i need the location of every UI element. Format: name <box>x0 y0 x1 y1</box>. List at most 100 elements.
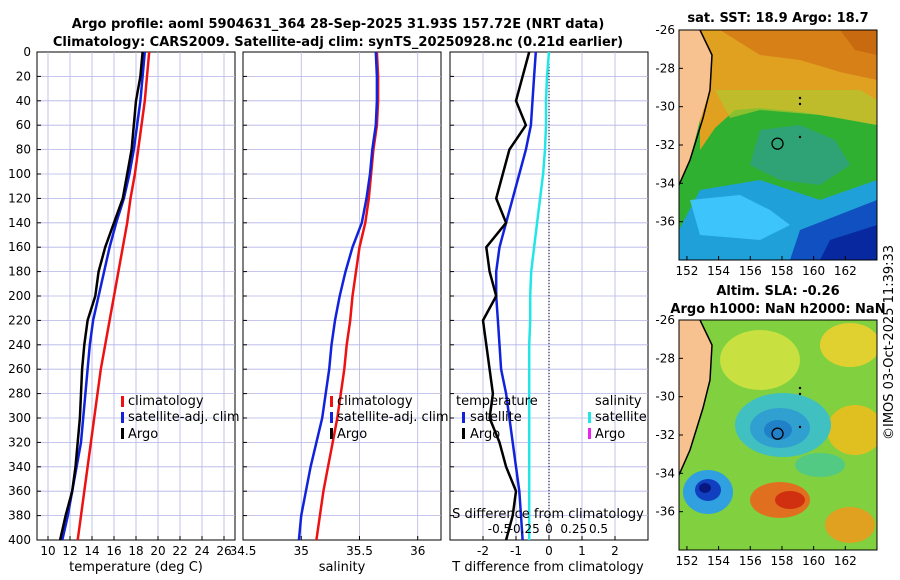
y-tick-label: 160 <box>8 240 31 254</box>
map-x-tick-label: 158 <box>771 554 794 568</box>
legend-satellite-swatch <box>121 412 124 423</box>
map-x-tick-label: 156 <box>739 554 762 568</box>
salinity-xlabel: salinity <box>319 560 366 575</box>
legend-s-satellite-swatch <box>588 412 591 423</box>
map-y-tick-label: -32 <box>655 428 675 442</box>
sla-map-ticks: 152 154 156 158 160 162 -26 -28 -30 -32 -34 -36 <box>655 313 856 568</box>
series-line-argo <box>58 52 144 540</box>
map-y-tick-label: -28 <box>655 351 675 365</box>
legend-temperature-header: temperature <box>456 394 538 409</box>
legend-s-satellite-label: satellite <box>595 410 647 425</box>
x-tick-label: 18 <box>128 544 143 558</box>
legend-t-argo-label: Argo <box>470 427 500 442</box>
x2-tick-label: 0.25 <box>560 522 587 536</box>
x-tick-label: 22 <box>172 544 187 558</box>
y-tick-label: 360 <box>8 484 31 498</box>
temperature-panel: 10 12 14 16 18 20 22 24 260204060801001201401601… <box>8 45 240 575</box>
x-tick-label: 36 <box>410 544 425 558</box>
map-x-tick-label: 152 <box>675 554 698 568</box>
x-tick-label: 26 <box>216 544 231 558</box>
y-tick-label: 80 <box>16 143 31 157</box>
x-tick-label: -1 <box>510 544 522 558</box>
sla-map-title1: Altim. SLA: -0.26 <box>716 284 839 299</box>
temperature-lines <box>58 52 151 540</box>
sla-map-image <box>679 320 877 550</box>
y-tick-label: 300 <box>8 411 31 425</box>
difference-lines <box>481 52 551 540</box>
salinity-panel: 34.5 35 35.5 36 salinity climatology satell… <box>230 51 449 575</box>
salinity-grid <box>243 52 441 540</box>
series-line-satellite-adj-clim <box>61 52 147 540</box>
map-x-tick-label: 158 <box>771 264 794 278</box>
y-tick-label: 120 <box>8 191 31 205</box>
y-tick-label: 280 <box>8 387 31 401</box>
salinity-legend: climatology satellite-adj. clim Argo <box>330 394 449 442</box>
legend-satellite-swatch <box>330 412 333 423</box>
legend-argo-label: Argo <box>337 427 367 442</box>
y-tick-label: 40 <box>16 94 31 108</box>
x-tick-label: 1 <box>578 544 586 558</box>
map-y-tick-label: -26 <box>655 313 675 327</box>
map-x-tick-label: 160 <box>802 264 825 278</box>
y-tick-label: 340 <box>8 460 31 474</box>
sla-map: Altim. SLA: -0.26 Argo h1000: NaN h2000:… <box>655 284 885 568</box>
sla-map-title2: Argo h1000: NaN h2000: NaN <box>670 302 885 317</box>
legend-t-argo-swatch <box>462 428 465 439</box>
temperature-grid <box>37 52 235 540</box>
x-tick-label: 2 <box>611 544 619 558</box>
x-tick-label: 0 <box>545 544 553 558</box>
temperature-legend: climatology satellite-adj. clim Argo <box>121 394 240 442</box>
y-tick-label: 100 <box>8 167 31 181</box>
series-line-salinity-satellite <box>527 52 551 540</box>
map-y-tick-label: -30 <box>655 100 675 114</box>
temperature-xlabel: temperature (deg C) <box>69 560 203 575</box>
salinity-lines <box>297 52 380 540</box>
y-tick-label: 200 <box>8 289 31 303</box>
legend-t-satellite-label: satellite <box>470 410 522 425</box>
map-y-tick-label: -26 <box>655 23 675 37</box>
map-x-tick-label: 154 <box>707 554 730 568</box>
x-tick-label: 24 <box>194 544 209 558</box>
x-tick-label: 12 <box>62 544 77 558</box>
legend-satellite-label: satellite-adj. clim <box>337 410 449 425</box>
difference-panel: -2 -1 0 1 2 -0.5-0.25 0 0.25 0.5 T difference fr… <box>449 51 649 575</box>
map-x-tick-label: 156 <box>739 264 762 278</box>
y-tick-label: 260 <box>8 362 31 376</box>
map-x-tick-label: 152 <box>675 264 698 278</box>
legend-argo-swatch <box>330 428 333 439</box>
map-y-tick-label: -30 <box>655 390 675 404</box>
y-tick-label: 0 <box>23 45 31 59</box>
map-y-tick-label: -34 <box>655 466 675 480</box>
sst-map-title: sat. SST: 18.9 Argo: 18.7 <box>687 11 868 26</box>
series-line-temperature-argo <box>481 52 531 540</box>
x2-tick-label: -0.5 <box>488 522 511 536</box>
legend-climatology-label: climatology <box>128 394 204 409</box>
y-tick-label: 380 <box>8 509 31 523</box>
x2-tick-label: 0.5 <box>589 522 608 536</box>
legend-t-satellite-swatch <box>462 412 465 423</box>
x-tick-label: 14 <box>84 544 99 558</box>
legend-climatology-swatch <box>330 396 333 407</box>
legend-s-argo-label: Argo <box>595 427 625 442</box>
difference-ticks: -2 -1 0 1 2 -0.5-0.25 0 0.25 0.5 <box>450 51 619 558</box>
map-y-tick-label: -32 <box>655 138 675 152</box>
legend-climatology-swatch <box>121 396 124 407</box>
x-tick-label: 35 <box>294 544 309 558</box>
map-y-tick-label: -28 <box>655 61 675 75</box>
credit-text: ©IMOS 03-Oct-2025 11:39:33 <box>882 245 897 440</box>
x2-tick-label: 0 <box>545 522 553 536</box>
map-y-tick-label: -36 <box>655 505 675 519</box>
map-x-tick-label: 162 <box>834 554 857 568</box>
y-tick-label: 140 <box>8 216 31 230</box>
x-tick-label: 34.5 <box>230 544 257 558</box>
sst-map-ticks: 152 154 156 158 160 162 -26 -28 -30 -32 -34 -36 <box>655 23 856 278</box>
y-tick-label: 60 <box>16 118 31 132</box>
legend-satellite-label: satellite-adj. clim <box>128 410 240 425</box>
y-tick-label: 400 <box>8 533 31 547</box>
salinity-ticks: 34.5 35 35.5 36 <box>230 51 425 558</box>
figure-title-line2: Climatology: CARS2009. Satellite-adj cli… <box>53 35 623 50</box>
difference-legend: temperature satellite Argo salinity sate… <box>456 394 647 442</box>
y-tick-label: 180 <box>8 265 31 279</box>
difference-xlabel: T difference from climatology <box>451 560 644 575</box>
